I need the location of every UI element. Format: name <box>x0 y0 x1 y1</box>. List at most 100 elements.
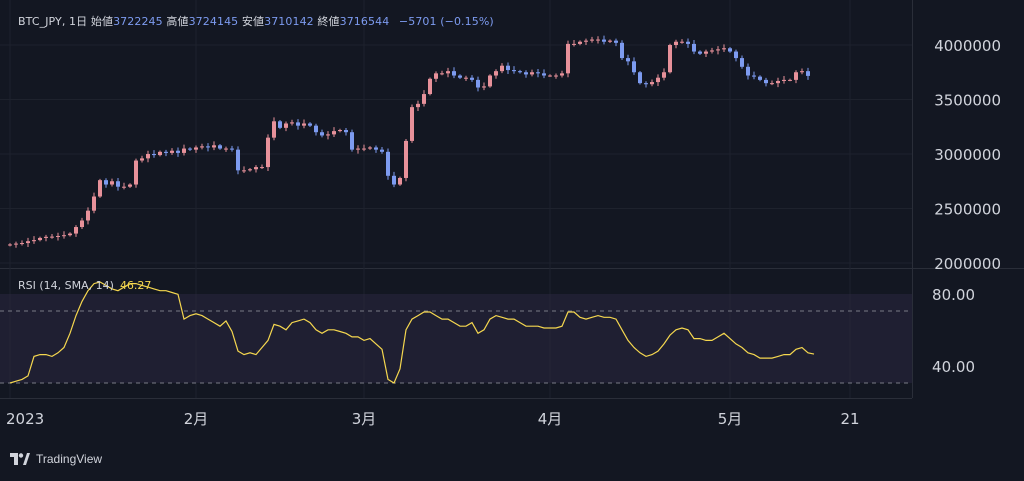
price-tick-label: 4000000 <box>934 37 1001 55</box>
candle-body <box>440 73 444 75</box>
candle-body <box>116 181 120 187</box>
candle-body <box>422 94 426 104</box>
price-tick-label: 2000000 <box>934 255 1001 273</box>
candle-body <box>8 244 12 246</box>
candle-body <box>308 123 312 126</box>
candle-body <box>536 72 540 74</box>
candle-body <box>710 50 714 52</box>
price-tick-label: 3000000 <box>934 146 1001 164</box>
candle-body <box>608 40 612 42</box>
candle-body <box>548 75 552 77</box>
candle-body <box>806 71 810 76</box>
candle-body <box>626 58 630 62</box>
candle-body <box>452 71 456 76</box>
candle-body <box>86 210 90 221</box>
open-value: 3722245 <box>113 15 163 28</box>
candle-body <box>668 45 672 73</box>
candle-body <box>140 158 144 161</box>
candle-body <box>326 134 330 136</box>
candle-body <box>584 40 588 42</box>
candle-body <box>182 148 186 153</box>
candle-body <box>272 121 276 138</box>
candle-body <box>506 65 510 71</box>
candle-body <box>632 61 636 73</box>
change-value: −5701 (−0.15%) <box>398 15 494 28</box>
candle-body <box>770 83 774 85</box>
candle-body <box>674 41 678 45</box>
rsi-legend: RSI (14, SMA, 14) 46.27 <box>18 279 151 292</box>
candle-body <box>680 41 684 43</box>
price-legend: BTC_JPY, 1日 始値3722245 高値3724145 安値371014… <box>18 13 494 29</box>
candle-body <box>728 48 732 52</box>
candle-body <box>368 147 372 149</box>
candle-body <box>566 43 570 74</box>
candle-body <box>278 121 282 128</box>
candle-body <box>500 65 504 72</box>
candle-body <box>740 58 744 67</box>
high-label: 高値 <box>166 15 189 28</box>
candle-body <box>374 147 378 150</box>
candle-body <box>428 78 432 95</box>
candle-body <box>230 148 234 150</box>
candle-body <box>356 148 360 150</box>
candle-body <box>158 151 162 156</box>
candle-body <box>176 150 180 153</box>
candle-body <box>200 146 204 148</box>
candle-body <box>380 149 384 152</box>
candle-body <box>596 39 600 41</box>
rsi-label[interactable]: RSI (14, SMA, 14) <box>18 279 114 292</box>
candle-body <box>62 235 66 237</box>
rsi-line <box>9 281 815 384</box>
candle-body <box>134 160 138 185</box>
rsi-tick-label: 40.00 <box>932 358 975 376</box>
candle-body <box>164 151 168 153</box>
candle-body <box>470 77 474 80</box>
candle-body <box>782 79 786 81</box>
candle-body <box>650 82 654 85</box>
candle-body <box>242 170 246 172</box>
rsi-tick-label: 80.00 <box>932 286 975 304</box>
price-tick-label: 3500000 <box>934 92 1001 110</box>
time-tick-label: 3月 <box>352 410 377 428</box>
candle-body <box>104 180 108 185</box>
candle-body <box>758 76 762 80</box>
candle-body <box>314 125 318 133</box>
candle-body <box>236 149 240 171</box>
candle-body <box>110 181 114 185</box>
candle-body <box>554 75 558 77</box>
time-tick-label: 2023 <box>6 410 44 428</box>
candle-body <box>542 73 546 76</box>
candle-body <box>188 148 192 150</box>
candle-body <box>212 145 216 148</box>
candle-body <box>476 79 480 88</box>
candle-body <box>512 70 516 72</box>
time-tick-label: 2月 <box>184 410 209 428</box>
candle-body <box>488 75 492 87</box>
candle-body <box>260 167 264 169</box>
candle-body <box>362 148 366 150</box>
close-value: 3716544 <box>339 15 390 28</box>
rsi-band <box>0 294 912 383</box>
tradingview-icon <box>10 453 30 465</box>
candle-body <box>254 167 258 170</box>
candle-body <box>92 196 96 211</box>
symbol-label[interactable]: BTC_JPY, 1日 <box>18 15 88 28</box>
candle-body <box>74 227 78 234</box>
low-value: 3710142 <box>264 15 314 28</box>
candle-body <box>614 40 618 43</box>
candle-body <box>68 233 72 236</box>
candle-body <box>698 51 702 54</box>
candle-body <box>464 77 468 79</box>
candle-body <box>662 72 666 78</box>
time-tick-label: 5月 <box>718 410 743 428</box>
candle-body <box>524 72 528 75</box>
candle-body <box>248 169 252 171</box>
candle-body <box>32 240 36 242</box>
tradingview-logo[interactable]: TradingView <box>10 452 102 466</box>
candle-body <box>776 80 780 84</box>
brand-label: TradingView <box>36 452 103 466</box>
candle-body <box>800 71 804 73</box>
candle-body <box>602 39 606 42</box>
